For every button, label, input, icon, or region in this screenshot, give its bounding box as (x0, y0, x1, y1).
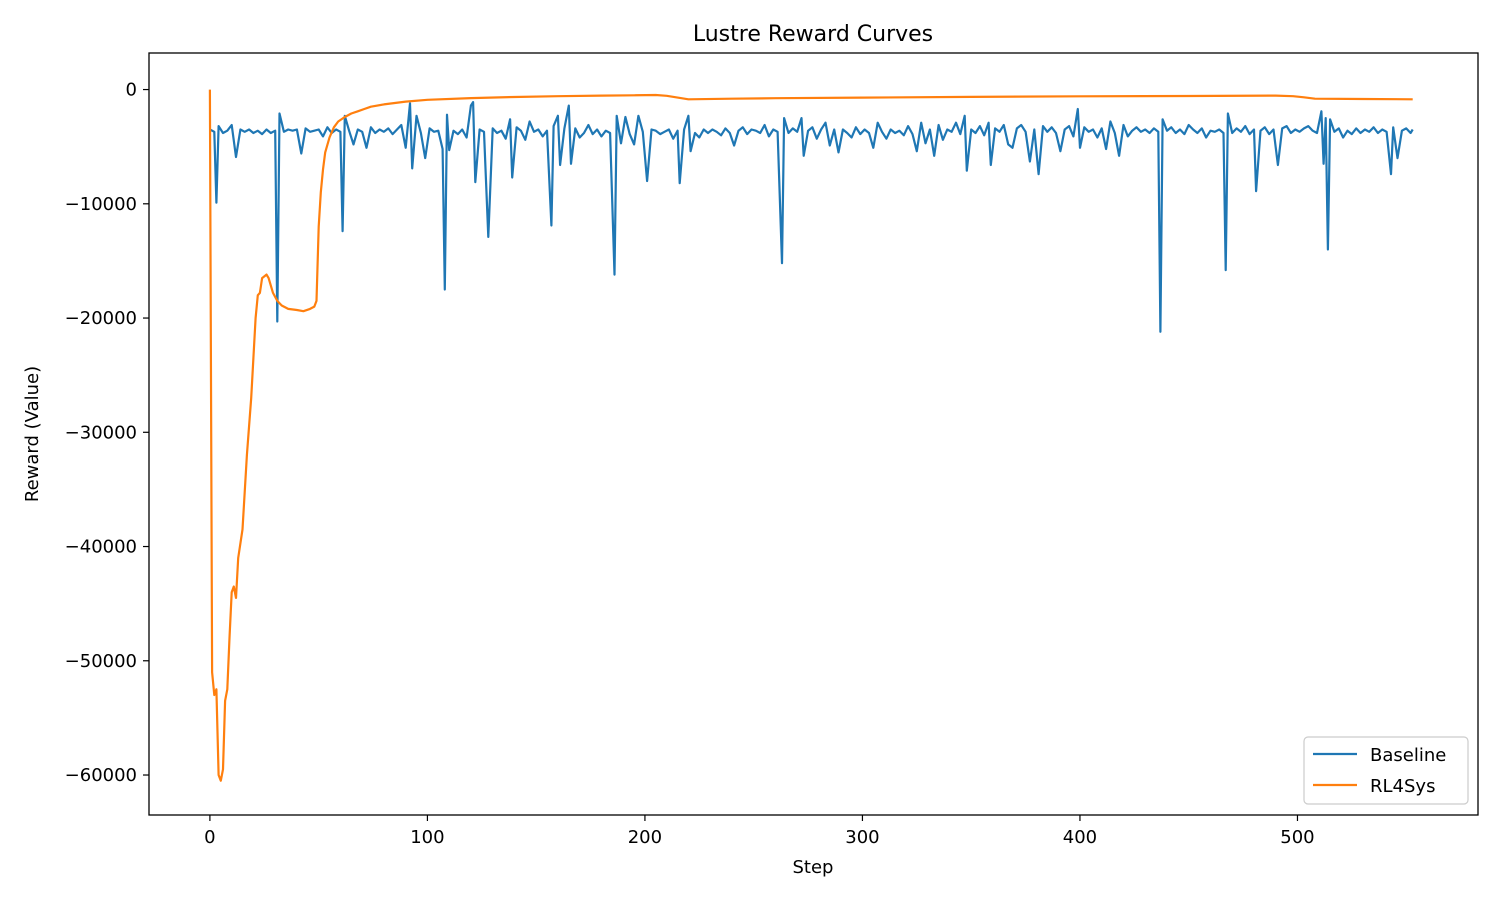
x-tick-label: 500 (1280, 827, 1314, 848)
x-axis-label: Step (793, 857, 834, 878)
y-tick-label: −50000 (65, 651, 137, 672)
y-tick-label: −20000 (65, 308, 137, 329)
y-axis-label: Reward (Value) (22, 366, 43, 502)
y-axis: 0 −10000 −20000 −30000 −40000 −50000 −60000 (65, 80, 149, 786)
x-tick-label: 300 (845, 827, 879, 848)
x-tick-label: 100 (410, 827, 444, 848)
series-line-baseline (209, 101, 1414, 333)
y-tick-label: −40000 (65, 537, 137, 558)
y-tick-label: 0 (126, 80, 137, 101)
y-tick-label: −60000 (65, 765, 137, 786)
y-tick-label: −10000 (65, 194, 137, 215)
series-layer (208, 89, 1414, 782)
x-tick-label: 400 (1063, 827, 1097, 848)
x-tick-label: 0 (204, 827, 215, 848)
x-tick-label: 200 (628, 827, 662, 848)
legend: Baseline RL4Sys (1303, 736, 1469, 805)
legend-label-baseline: Baseline (1370, 745, 1446, 766)
y-tick-label: −30000 (65, 422, 137, 443)
legend-label-rl4sys: RL4Sys (1370, 776, 1435, 797)
x-axis: 0 100 200 300 400 500 (204, 815, 1315, 848)
chart-title: Lustre Reward Curves (693, 22, 933, 47)
plot-frame (148, 52, 1479, 816)
series-line-rl4sys (208, 89, 1413, 782)
